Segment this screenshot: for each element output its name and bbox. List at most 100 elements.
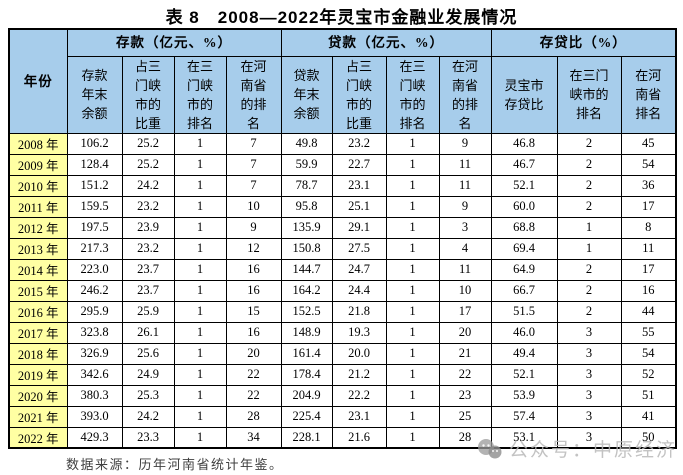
data-cell: 150.8 [280,237,333,260]
data-cell: 1 [173,426,227,449]
data-cell: 11 [438,174,492,197]
data-cell: 3 [556,426,622,449]
data-cell: 1 [385,363,440,386]
data-cell: 246.2 [66,279,123,302]
data-cell: 22.2 [331,384,387,407]
data-cell: 1 [173,216,227,239]
data-cell: 21.6 [331,426,387,449]
year-cell: 2011 年 [8,195,68,218]
data-cell: 64.9 [490,258,558,281]
loan-group-header: 贷款（亿元、%） [280,28,492,57]
data-cell: 23.3 [121,426,175,449]
sub-header-cell: 占三门峡市的比重 [121,55,175,134]
data-cell: 2 [556,300,622,323]
data-cell: 11 [438,153,492,176]
table-row: 2013 年 217.3 23.2 1 12 150.8 27.5 1 4 69.4 1 11 [8,237,677,260]
data-cell: 57.4 [490,405,558,428]
data-cell: 20 [225,342,282,365]
year-cell: 2018 年 [8,342,68,365]
year-cell: 2016 年 [8,300,68,323]
data-cell: 197.5 [66,216,123,239]
table-row: 2012 年 197.5 23.9 1 9 135.9 29.1 1 3 68.8 1 8 [8,216,677,239]
data-cell: 1 [173,321,227,344]
table-row: 2022 年 429.3 23.3 1 34 228.1 21.6 1 28 53.1 3 50 [8,426,677,449]
data-cell: 9 [225,216,282,239]
data-cell: 23.2 [121,237,175,260]
data-cell: 54 [620,153,677,176]
data-cell: 1 [173,279,227,302]
data-cell: 9 [438,195,492,218]
data-cell: 27.5 [331,237,387,260]
data-cell: 1 [385,153,440,176]
data-cell: 53.9 [490,384,558,407]
data-cell: 16 [225,258,282,281]
data-cell: 23.1 [331,405,387,428]
data-cell: 8 [620,216,677,239]
data-cell: 24.9 [121,363,175,386]
data-cell: 21.8 [331,300,387,323]
data-cell: 1 [385,258,440,281]
table-header: 年份 存款（亿元、%） 贷款（亿元、%） 存贷比（%） 存款年末余额 占三门峡市的… [8,28,677,134]
data-cell: 217.3 [66,237,123,260]
data-cell: 29.1 [331,216,387,239]
data-cell: 1 [173,195,227,218]
data-cell: 16 [620,279,677,302]
sub-header-cell: 在河南省的排名 [225,55,282,134]
data-cell: 1 [385,279,440,302]
table-row: 2020 年 380.3 25.3 1 22 204.9 22.2 1 23 53.9 3 51 [8,384,677,407]
data-cell: 24.2 [121,405,175,428]
data-cell: 95.8 [280,195,333,218]
data-cell: 22 [438,363,492,386]
data-cell: 106.2 [66,132,123,155]
data-cell: 22.7 [331,153,387,176]
year-cell: 2019 年 [8,363,68,386]
year-cell: 2021 年 [8,405,68,428]
data-cell: 10 [225,195,282,218]
data-cell: 1 [173,300,227,323]
data-cell: 1 [385,174,440,197]
sub-header-cell: 在三门峡市的排名 [173,55,227,134]
table-body: 2008 年 106.2 25.2 1 7 49.8 23.2 1 9 46.8 2 45 2009 年… [8,132,677,449]
data-cell: 1 [385,384,440,407]
data-cell: 20 [438,321,492,344]
data-cell: 45 [620,132,677,155]
data-cell: 25.9 [121,300,175,323]
data-cell: 3 [556,384,622,407]
data-cell: 1 [385,195,440,218]
data-cell: 1 [173,384,227,407]
year-cell: 2008 年 [8,132,68,155]
data-cell: 69.4 [490,237,558,260]
data-cell: 24.7 [331,258,387,281]
deposit-group-header: 存款（亿元、%） [66,28,282,57]
year-cell: 2013 年 [8,237,68,260]
data-cell: 3 [556,405,622,428]
data-cell: 1 [173,258,227,281]
sub-header-cell: 占三门峡市的比重 [331,55,387,134]
data-cell: 159.5 [66,195,123,218]
data-cell: 1 [173,132,227,155]
data-cell: 12 [225,237,282,260]
data-cell: 17 [620,258,677,281]
data-cell: 7 [225,153,282,176]
data-cell: 204.9 [280,384,333,407]
data-cell: 46.7 [490,153,558,176]
data-cell: 49.8 [280,132,333,155]
data-cell: 34 [225,426,282,449]
data-cell: 53.1 [490,426,558,449]
table-row: 2008 年 106.2 25.2 1 7 49.8 23.2 1 9 46.8 2 45 [8,132,677,155]
data-cell: 25 [438,405,492,428]
data-cell: 1 [385,132,440,155]
data-cell: 24.4 [331,279,387,302]
data-cell: 3 [556,342,622,365]
year-cell: 2020 年 [8,384,68,407]
table-row: 2015 年 246.2 23.7 1 16 164.2 24.4 1 10 66.7 2 16 [8,279,677,302]
year-cell: 2009 年 [8,153,68,176]
data-cell: 135.9 [280,216,333,239]
data-cell: 28 [225,405,282,428]
data-cell: 144.7 [280,258,333,281]
data-cell: 52 [620,363,677,386]
data-cell: 1 [385,405,440,428]
data-cell: 223.0 [66,258,123,281]
data-cell: 1 [385,300,440,323]
data-cell: 59.9 [280,153,333,176]
